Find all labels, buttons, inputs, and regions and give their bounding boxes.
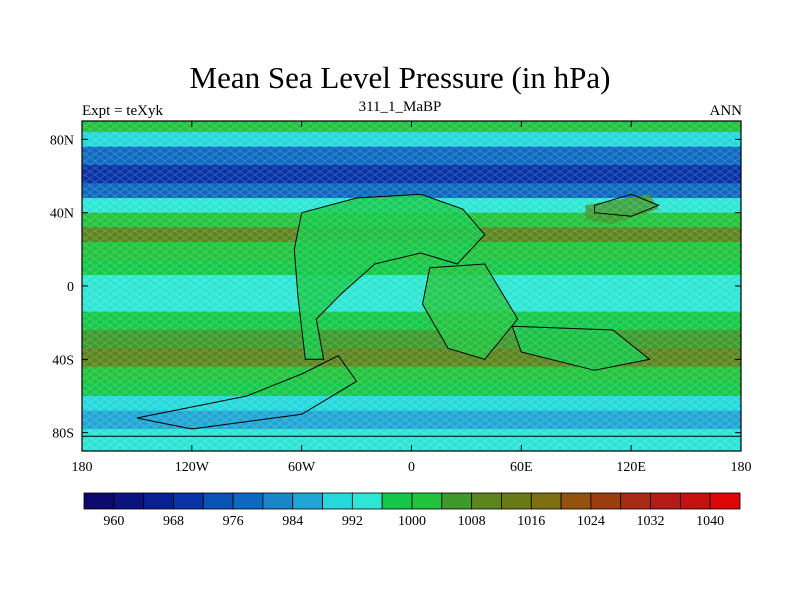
colorbar-swatch bbox=[501, 492, 532, 510]
x-tick-label: 120W bbox=[175, 460, 210, 475]
colorbar-label: 1040 bbox=[696, 514, 724, 529]
coastline bbox=[594, 193, 660, 217]
colorbar-swatch bbox=[590, 492, 622, 510]
colorbar-swatch bbox=[232, 492, 264, 510]
y-tick-label: 40S bbox=[52, 353, 74, 368]
colorbar-label: 960 bbox=[103, 514, 124, 529]
colorbar-swatch bbox=[83, 492, 115, 510]
colorbar-label: 984 bbox=[282, 514, 303, 529]
x-tick-label: 0 bbox=[408, 460, 415, 475]
x-tick-label: 180 bbox=[72, 460, 93, 475]
colorbar-label: 1016 bbox=[517, 514, 545, 529]
x-axis: 180 120W 60W 0 60E 120E 180 bbox=[72, 121, 752, 475]
colorbar-swatch bbox=[650, 492, 681, 510]
colorbar-label: 1032 bbox=[637, 514, 665, 529]
colorbar-label: 1000 bbox=[398, 514, 426, 529]
colorbar: 960 968 976 984 992 1000 1008 1016 1024 1032 1040 bbox=[83, 492, 741, 529]
coastline bbox=[421, 263, 519, 360]
colorbar-swatch bbox=[322, 492, 353, 510]
colorbar-swatch bbox=[441, 492, 473, 510]
period-label: 311_1_MaBP bbox=[358, 99, 442, 115]
y-tick-label: 0 bbox=[67, 280, 74, 295]
texture-overlay bbox=[82, 121, 741, 451]
colorbar-label: 976 bbox=[223, 514, 244, 529]
chart-title: Mean Sea Level Pressure (in hPa) bbox=[189, 60, 611, 95]
y-tick-label: 80N bbox=[50, 133, 74, 148]
x-tick-label: 120E bbox=[616, 460, 646, 475]
x-tick-label: 60W bbox=[288, 460, 316, 475]
coastline bbox=[293, 193, 486, 360]
colorbar-swatch bbox=[471, 492, 502, 510]
y-tick-label: 80S bbox=[52, 427, 74, 442]
coastline bbox=[136, 355, 358, 430]
colorbar-swatch bbox=[262, 492, 294, 510]
colorbar-swatch bbox=[620, 492, 651, 510]
colorbar-swatch bbox=[381, 492, 413, 510]
colorbar-swatch bbox=[292, 492, 323, 510]
colorbar-swatch bbox=[560, 492, 592, 510]
colorbar-swatch bbox=[679, 492, 711, 510]
colorbar-swatch bbox=[113, 492, 145, 510]
colorbar-swatch bbox=[709, 492, 741, 510]
colorbar-label: 968 bbox=[163, 514, 184, 529]
colorbar-label: 992 bbox=[342, 514, 363, 529]
colorbar-label: 1024 bbox=[577, 514, 605, 529]
colorbar-swatch bbox=[143, 492, 174, 510]
colorbar-swatch bbox=[411, 492, 443, 510]
colorbar-swatch bbox=[202, 492, 234, 510]
coastlines bbox=[82, 193, 741, 437]
colorbar-swatch bbox=[173, 492, 204, 510]
colorbar-swatch bbox=[351, 492, 383, 510]
x-tick-label: 60E bbox=[510, 460, 533, 475]
colorbar-swatch bbox=[530, 492, 562, 510]
season-label: ANN bbox=[709, 103, 743, 119]
coastline bbox=[511, 325, 651, 371]
x-tick-label: 180 bbox=[731, 460, 752, 475]
y-tick-label: 40N bbox=[50, 207, 74, 222]
experiment-label: Expt = teXyk bbox=[82, 103, 163, 119]
y-axis: 80N 40N 0 40S 80S bbox=[50, 133, 741, 442]
colorbar-label: 1008 bbox=[458, 514, 486, 529]
